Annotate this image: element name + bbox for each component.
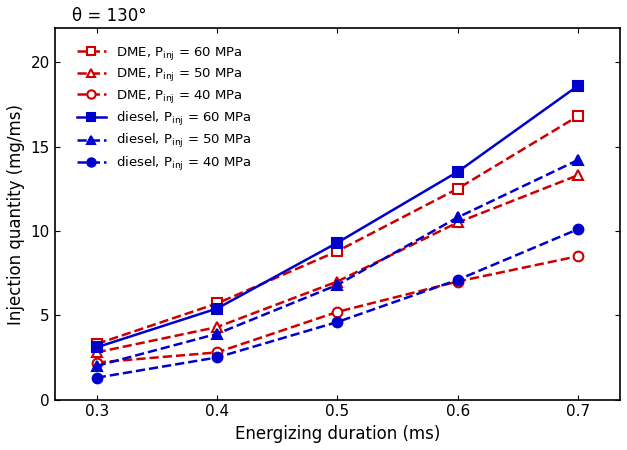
Text: θ = 130°: θ = 130° [71, 7, 146, 25]
Y-axis label: Injection quantity (mg/ms): Injection quantity (mg/ms) [7, 104, 25, 324]
Legend: DME, P$_{\mathregular{inj}}$ = 60 MPa, DME, P$_{\mathregular{inj}}$ = 50 MPa, DM: DME, P$_{\mathregular{inj}}$ = 60 MPa, D… [71, 40, 258, 178]
X-axis label: Energizing duration (ms): Energizing duration (ms) [234, 425, 440, 443]
